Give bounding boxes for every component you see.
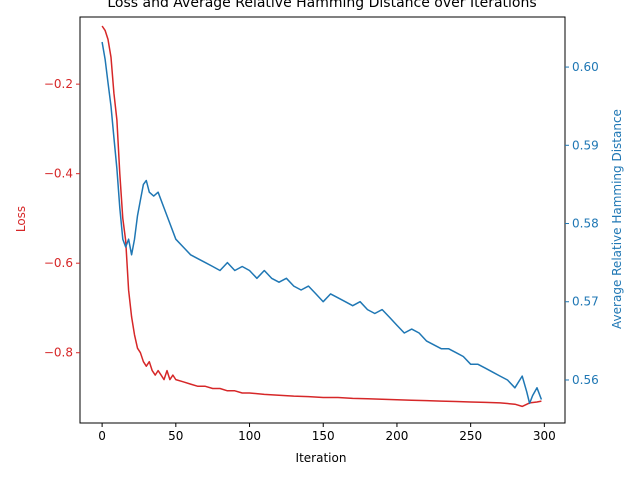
right-y-tick-label: 0.56: [572, 373, 599, 387]
right-y-tick-label: 0.59: [572, 138, 599, 152]
x-tick-label: 150: [312, 429, 335, 443]
right-y-tick-label: 0.57: [572, 295, 599, 309]
x-axis: 0 50 100 150 200 250 300: [98, 423, 556, 443]
x-tick-label: 300: [533, 429, 556, 443]
left-y-axis-label: Loss: [14, 206, 28, 232]
right-y-tick-label: 0.58: [572, 217, 599, 231]
plot-frame: [79, 16, 566, 424]
x-tick-label: 100: [238, 429, 261, 443]
left-y-tick-label: −0.2: [44, 77, 73, 91]
left-y-tick-label: −0.4: [44, 167, 73, 181]
left-y-tick-label: −0.6: [44, 256, 73, 270]
x-tick-label: 200: [385, 429, 408, 443]
loss-series-line: [101, 25, 542, 408]
left-y-axis: −0.8 −0.6 −0.4 −0.2: [44, 77, 80, 360]
x-tick-label: 0: [98, 429, 106, 443]
hamming-series-line: [101, 41, 543, 405]
left-y-tick-label: −0.8: [44, 346, 73, 360]
right-y-tick-label: 0.60: [572, 60, 599, 74]
right-y-axis-label: Average Relative Hamming Distance: [610, 109, 624, 329]
x-tick-label: 250: [459, 429, 482, 443]
x-axis-label: Iteration: [296, 451, 347, 465]
x-tick-label: 50: [168, 429, 183, 443]
chart-title: Loss and Average Relative Hamming Distan…: [107, 0, 536, 11]
right-y-axis: 0.56 0.57 0.58 0.59 0.60: [565, 60, 599, 387]
plot-area: [79, 16, 566, 424]
